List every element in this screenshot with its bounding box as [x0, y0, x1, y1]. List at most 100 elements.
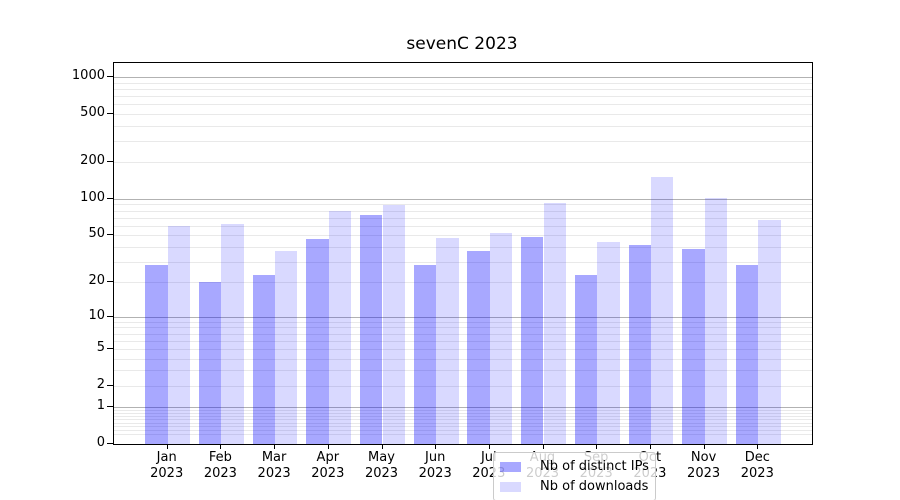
bar-downloads-dec	[758, 219, 781, 444]
y-tick	[107, 406, 113, 408]
gridline-minor	[114, 210, 812, 212]
bar-downloads-feb	[221, 223, 244, 444]
bar-distinct-ips-jun	[413, 265, 437, 444]
x-tick	[274, 444, 276, 449]
gridline-minor	[114, 217, 812, 219]
legend-label-distinct-ips: Nb of distinct IPs	[540, 459, 649, 474]
gridline-minor	[114, 104, 812, 105]
bar-distinct-ips-apr	[306, 239, 329, 444]
gridline-minor	[114, 415, 812, 417]
y-tick-label: 500	[80, 104, 105, 120]
gridline-major	[114, 407, 812, 409]
bar-downloads-aug	[543, 203, 566, 444]
gridline-minor	[114, 246, 812, 248]
bar-downloads-jan	[167, 225, 191, 444]
x-tick-label: Apr 2023	[311, 450, 345, 481]
x-tick-label: Nov 2023	[687, 450, 721, 481]
gridline-minor	[114, 162, 812, 164]
gridline-minor	[114, 261, 812, 263]
y-tick	[107, 112, 113, 114]
legend-item-distinct-ips: Nb of distinct IPs	[498, 459, 649, 474]
bar-downloads-mar	[275, 250, 298, 444]
y-tick-label: 1000	[71, 67, 105, 83]
bar-downloads-jul	[489, 233, 513, 444]
gridline-minor	[114, 321, 812, 323]
bar-distinct-ips-aug	[521, 237, 544, 444]
plot-area: Nb of distinct IPs Nb of downloads	[113, 62, 813, 500]
gridline-major	[114, 316, 812, 318]
y-tick	[107, 384, 113, 386]
legend-swatch-downloads	[500, 481, 521, 492]
gridline-minor	[114, 125, 812, 127]
y-tick-label: 1	[96, 398, 105, 414]
x-tick	[542, 444, 544, 449]
gridline-minor	[114, 333, 812, 335]
gridline-minor	[114, 88, 812, 90]
gridline-minor	[114, 426, 812, 428]
x-tick	[435, 444, 437, 449]
x-tick	[703, 444, 705, 449]
gridline-minor	[114, 409, 812, 411]
x-tick-label: Jan 2023	[150, 450, 184, 481]
x-tick	[649, 444, 651, 449]
y-tick	[107, 234, 113, 236]
x-tick-label: May 2023	[364, 450, 399, 481]
gridline-minor	[114, 434, 812, 436]
y-tick-label: 0	[96, 435, 105, 450]
y-tick	[107, 281, 113, 283]
gridline-minor	[114, 327, 812, 329]
bar-downloads-nov	[704, 198, 727, 444]
gridline-minor	[114, 385, 812, 387]
bar-distinct-ips-jul	[467, 250, 490, 444]
bar-distinct-ips-dec	[735, 265, 759, 444]
gridline-minor	[114, 430, 812, 432]
gridline-minor	[114, 422, 812, 424]
x-tick	[488, 444, 490, 449]
y-tick-label: 100	[80, 189, 105, 205]
y-tick	[107, 347, 113, 349]
gridline-minor	[114, 82, 812, 84]
legend: Nb of distinct IPs Nb of downloads	[493, 452, 656, 500]
gridline-minor	[114, 370, 812, 372]
y-tick-label: 50	[88, 226, 105, 242]
gridline-major	[114, 76, 812, 78]
chart-title: sevenC 2023	[406, 34, 518, 54]
legend-label-downloads: Nb of downloads	[540, 479, 649, 494]
x-tick	[166, 444, 168, 449]
y-tick	[107, 443, 113, 444]
gridline-minor	[114, 358, 812, 360]
gridline-minor	[114, 340, 812, 342]
bar-distinct-ips-sep	[574, 275, 598, 444]
gridline-minor	[114, 113, 812, 115]
bar-distinct-ips-oct	[628, 245, 651, 444]
y-tick-label: 20	[88, 273, 105, 289]
y-tick	[107, 75, 113, 77]
x-tick	[220, 444, 222, 449]
x-tick	[381, 444, 383, 449]
y-tick	[107, 161, 113, 163]
x-tick-label: Feb 2023	[203, 450, 237, 481]
gridline-minor	[114, 95, 812, 97]
x-tick-label: Jun 2023	[418, 450, 452, 481]
bar-distinct-ips-may	[360, 214, 383, 444]
y-tick-label: 5	[96, 339, 105, 355]
y-tick	[107, 315, 113, 317]
bar-downloads-may	[382, 204, 405, 444]
y-tick	[107, 197, 113, 199]
legend-item-downloads: Nb of downloads	[498, 479, 649, 494]
gridline-minor	[114, 348, 812, 350]
bar-distinct-ips-mar	[252, 275, 276, 444]
y-tick-label: 10	[88, 307, 105, 323]
gridline-minor	[114, 235, 812, 237]
gridline-minor	[114, 282, 812, 284]
bar-distinct-ips-nov	[682, 249, 705, 444]
x-tick-label: Mar 2023	[257, 450, 291, 481]
bar-distinct-ips-feb	[199, 282, 222, 444]
x-tick	[596, 444, 598, 449]
gridline-minor	[114, 140, 812, 142]
legend-swatch-distinct-ips	[500, 461, 521, 472]
gridline-minor	[114, 225, 812, 227]
gridline-minor	[114, 204, 812, 206]
x-tick	[757, 444, 759, 449]
